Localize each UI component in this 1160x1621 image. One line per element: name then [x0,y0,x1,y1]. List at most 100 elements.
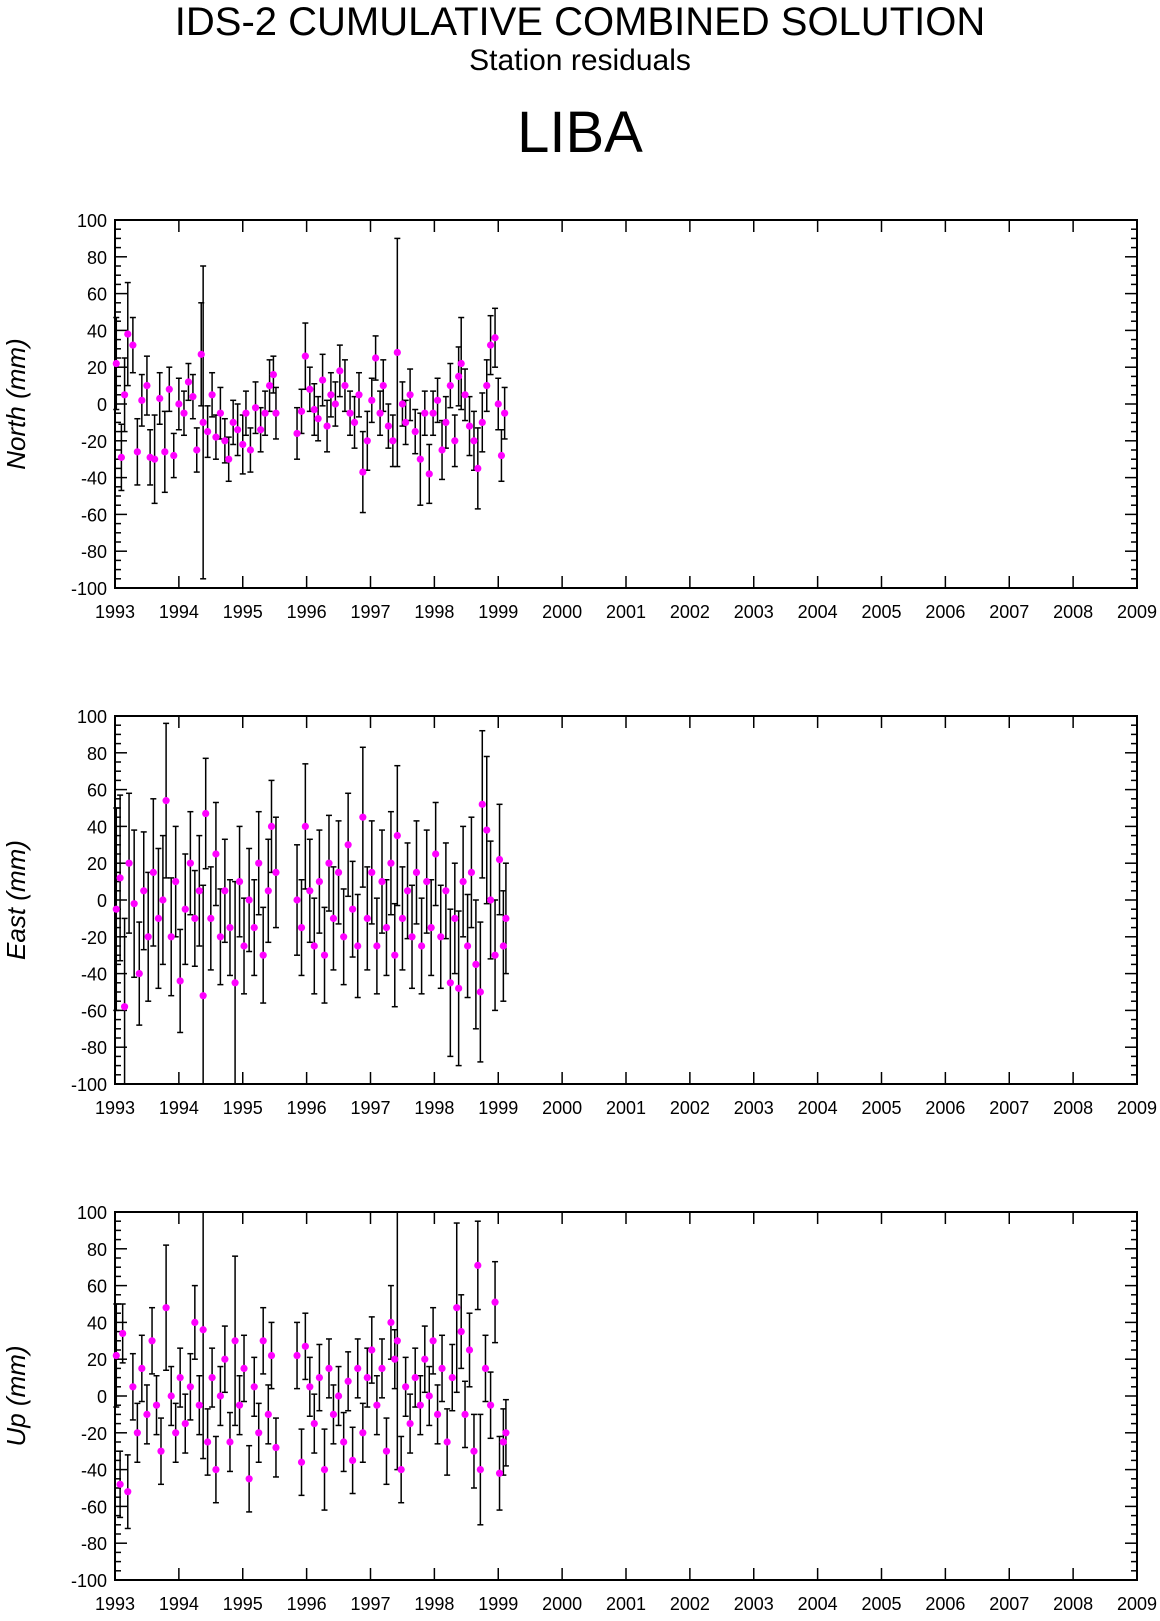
y-tick-label: 40 [87,817,107,837]
data-point [259,1337,267,1345]
data-point [459,878,467,886]
data-point [378,1364,386,1372]
x-tick-label: 2000 [542,1594,582,1614]
data-point [202,809,210,818]
data-point [429,1337,437,1345]
data-point [234,426,242,434]
data-point [293,1351,301,1360]
data-point [391,1355,399,1363]
y-tick-label: 100 [77,1203,107,1223]
data-point [363,914,371,923]
data-point [331,400,339,408]
data-point [325,1364,333,1372]
x-tick-label: 2000 [542,1098,582,1118]
data-point [408,933,416,941]
data-point [349,905,357,913]
x-tick-label: 2003 [734,1098,774,1118]
data-point [225,455,233,463]
data-point [216,1392,224,1400]
data-point [186,1383,194,1391]
data-point [208,1374,216,1382]
data-point [384,422,392,430]
data-point [124,330,132,338]
y-tick-label: 0 [97,395,107,415]
data-point [159,896,167,904]
data-point [250,1383,258,1391]
y-tick-label: -80 [81,1534,107,1554]
data-point [486,341,495,349]
x-tick-label: 2003 [734,602,774,622]
data-point [474,1261,482,1269]
data-point [483,382,491,390]
data-point [315,878,323,886]
data-point [199,418,207,426]
data-point [389,437,397,445]
data-point [446,979,454,987]
data-point [151,455,159,463]
y-tick-label: 40 [87,1313,107,1333]
data-point [251,404,260,412]
data-point [502,914,510,923]
y-tick-label: -100 [71,1075,107,1095]
data-point [349,1456,357,1464]
y-axis-label: North (mm) [1,338,31,469]
data-point [129,1383,137,1391]
data-point [318,376,327,384]
data-point [455,372,463,380]
data-point [391,951,399,959]
x-tick-label: 2000 [542,602,582,622]
y-tick-label: 60 [87,781,107,801]
x-tick-label: 2002 [670,602,710,622]
data-point [221,887,229,895]
data-point [359,813,367,821]
data-point [112,359,120,368]
y-tick-label: -40 [81,965,107,985]
data-point [144,933,152,941]
data-point [325,859,333,867]
data-point [359,1429,367,1437]
y-tick-label: -40 [81,469,107,489]
data-point [497,451,506,460]
data-point [195,1401,203,1409]
data-point [116,874,124,882]
data-point [301,1342,309,1350]
data-point [240,942,248,950]
y-tick-label: 0 [97,891,107,911]
data-point [235,1401,244,1409]
x-tick-label: 2006 [925,602,965,622]
data-point [245,1475,253,1483]
x-tick-label: 2005 [861,1594,901,1614]
data-point [204,1438,212,1446]
data-point [310,942,318,950]
data-point [306,385,314,393]
data-point [165,385,173,393]
data-point [255,859,263,867]
x-tick-label: 1993 [95,602,135,622]
data-point [341,382,349,390]
data-point [421,409,429,417]
data-point [393,832,401,840]
data-point [416,455,424,463]
data-point [191,914,199,923]
data-point [455,984,463,992]
data-point [368,396,376,404]
y-tick-label: 80 [87,1240,107,1260]
data-point [207,914,215,923]
data-point [368,1346,376,1354]
data-point [411,1374,419,1382]
data-point [193,446,201,454]
data-point [120,1003,129,1011]
data-point [320,951,329,959]
data-point [310,1420,318,1428]
data-point [162,797,170,805]
data-point [112,905,120,913]
data-point [465,422,474,430]
data-point [204,428,212,436]
data-point [461,1410,469,1418]
y-tick-label: -40 [81,1461,107,1481]
data-point [272,1443,280,1452]
data-point [427,924,435,932]
x-tick-label: 1998 [414,602,454,622]
y-tick-label: 20 [87,854,107,874]
